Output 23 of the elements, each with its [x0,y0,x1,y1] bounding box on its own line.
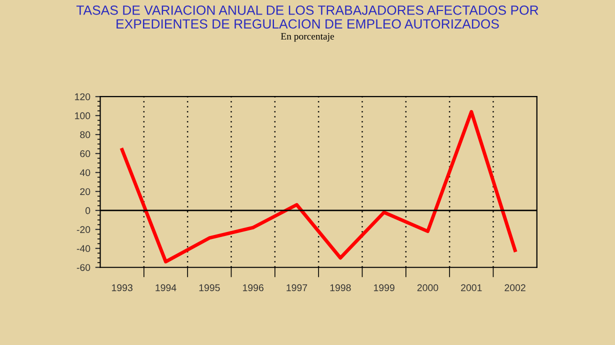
y-tick-label: 80 [80,131,90,138]
x-tick-label: 1997 [286,284,308,292]
y-tick-label: 60 [80,150,90,158]
x-tick-label: 1994 [156,284,176,292]
x-tick-label: 2002 [504,284,526,292]
y-tick-label: 20 [80,188,90,196]
x-tick-label: 1998 [330,284,351,292]
x-tick-label: 2001 [461,284,482,292]
y-tick-label: -60 [76,264,90,271]
x-tick-label: 1999 [374,284,394,292]
y-tick-label: 0 [85,207,90,214]
y-tick-label: 40 [80,169,90,176]
x-tick-label: 1996 [243,284,264,292]
y-tick-label: 120 [75,93,90,100]
x-tick-label: 1993 [112,284,132,292]
x-tick-label: 1995 [199,284,220,292]
chart-subtitle: En porcentaje [280,33,334,42]
line-series [120,110,517,264]
y-tick-label: -40 [76,245,90,252]
chart-title: TASAS DE VARIACION ANUAL DE LOS TRABAJADORES AFECTADOS POR EXPEDIENTES DE REGULACION DE EMPLEO AUTORIZADOS [76,6,538,29]
y-tick-label: 100 [75,112,90,120]
y-tick-label: -20 [76,226,90,234]
x-tick-label: 2000 [417,284,438,292]
